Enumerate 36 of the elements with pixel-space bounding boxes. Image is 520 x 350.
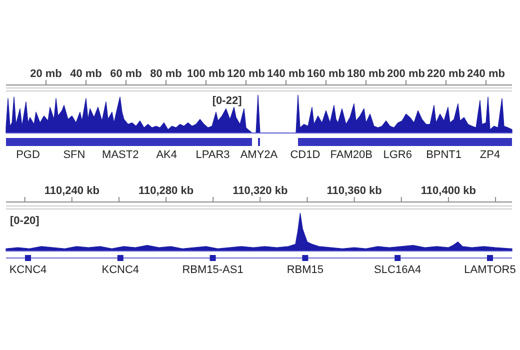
text: AK4 bbox=[156, 149, 177, 161]
text: FAM20B bbox=[330, 149, 372, 161]
x-tick-label: 110,320 kb bbox=[232, 185, 288, 197]
x-tick-label: 160 mb bbox=[307, 68, 346, 80]
text: CD1D bbox=[290, 149, 320, 161]
text: PGD bbox=[16, 149, 40, 161]
text: SFN bbox=[63, 149, 86, 161]
text: KCNC4 bbox=[9, 264, 47, 276]
x-tick-label: 120 mb bbox=[227, 68, 266, 80]
x-tick-label: 20 mb bbox=[30, 68, 62, 80]
x-tick-label: 110,280 kb bbox=[138, 185, 194, 197]
x-tick-label: 240 mb bbox=[467, 68, 506, 80]
text: RBM15-AS1 bbox=[182, 264, 244, 276]
x-tick-label: 110,400 kb bbox=[420, 185, 476, 197]
y-axis-title: [0-22] bbox=[212, 95, 242, 107]
x-tick-label: 80 mb bbox=[150, 68, 182, 80]
y-axis-title: [0-20] bbox=[10, 215, 40, 227]
x-tick-label: 180 mb bbox=[347, 68, 386, 80]
x-tick-label: 40 mb bbox=[70, 68, 102, 80]
x-tick-label: 220 mb bbox=[427, 68, 466, 80]
text: AMY2A bbox=[240, 149, 278, 161]
x-tick-label: 140 mb bbox=[267, 68, 306, 80]
x-tick-label: 200 mb bbox=[387, 68, 426, 80]
text: MAST2 bbox=[102, 149, 139, 161]
x-tick-label: 100 mb bbox=[187, 68, 226, 80]
text: KCNC4 bbox=[102, 264, 140, 276]
text: BPNT1 bbox=[426, 149, 462, 161]
text: LPAR3 bbox=[196, 149, 230, 161]
text: ZP4 bbox=[480, 149, 500, 161]
x-tick-label: 110,360 kb bbox=[326, 185, 382, 197]
x-tick-label: 60 mb bbox=[110, 68, 142, 80]
text: SLC16A4 bbox=[374, 264, 422, 276]
text: LAMTOR5 bbox=[464, 264, 516, 276]
text: RBM15 bbox=[286, 264, 324, 276]
text: LGR6 bbox=[383, 149, 412, 161]
x-tick-label: 110,240 kb bbox=[44, 185, 100, 197]
